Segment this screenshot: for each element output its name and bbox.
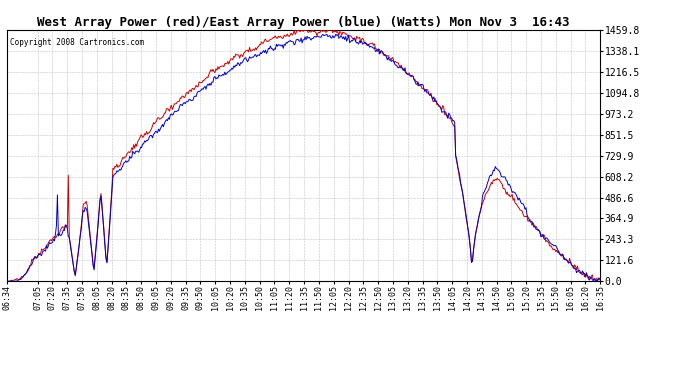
Text: Copyright 2008 Cartronics.com: Copyright 2008 Cartronics.com	[10, 38, 144, 46]
Title: West Array Power (red)/East Array Power (blue) (Watts) Mon Nov 3  16:43: West Array Power (red)/East Array Power …	[37, 16, 570, 29]
